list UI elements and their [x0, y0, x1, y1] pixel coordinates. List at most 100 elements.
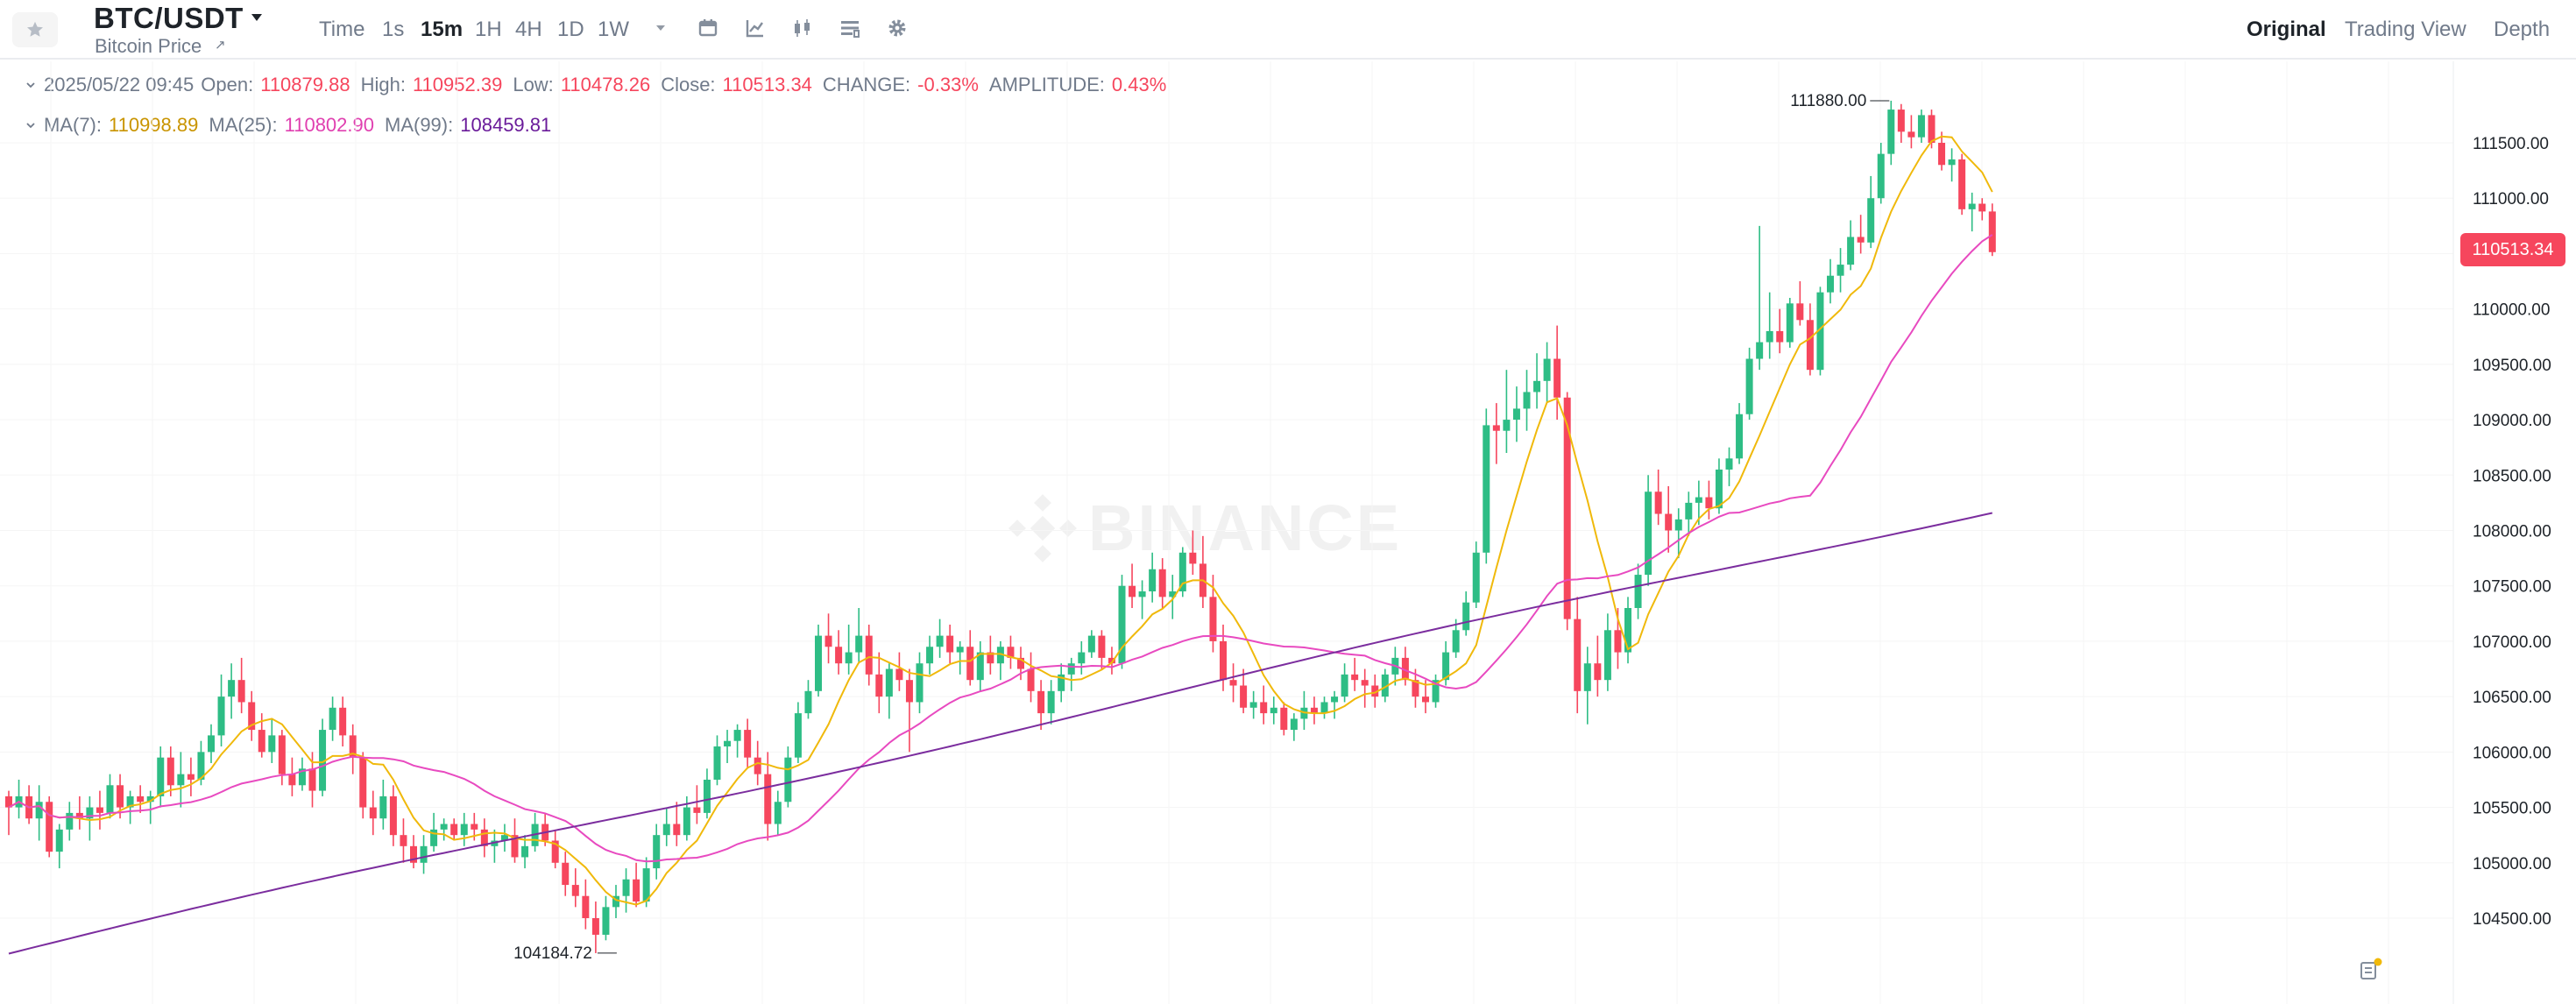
price-axis-tick: 107000.00 — [2473, 633, 2551, 652]
high-label: High: — [360, 74, 406, 95]
collapse-chevron-icon[interactable] — [25, 119, 37, 131]
candle-up — [804, 690, 812, 714]
candle-up — [1867, 198, 1875, 243]
candle-up — [1503, 420, 1511, 431]
collapse-chevron-icon[interactable] — [25, 79, 37, 91]
low-label: Low: — [513, 74, 554, 95]
candle-up — [1087, 635, 1095, 653]
candle-up — [55, 829, 63, 852]
candle-down — [1098, 635, 1106, 658]
candle-down — [237, 680, 245, 703]
candle-down — [359, 757, 367, 808]
candle-up — [86, 807, 94, 819]
candle-down — [905, 680, 913, 703]
candle-up — [1138, 591, 1146, 597]
view-tab-original[interactable]: Original — [2247, 18, 2326, 41]
timeframe-1s[interactable]: 1s — [382, 18, 405, 41]
last-price-tag: 110513.34 — [2460, 233, 2565, 266]
favorite-star-button[interactable] — [12, 12, 58, 47]
candle-type-icon[interactable] — [790, 16, 815, 40]
candle-down — [582, 895, 590, 918]
candle-up — [1583, 663, 1591, 691]
candle-down — [308, 768, 316, 791]
price-axis-tick: 108500.00 — [2473, 467, 2551, 485]
indicators-icon[interactable] — [743, 16, 768, 40]
candle-up — [815, 635, 822, 691]
layout-icon[interactable] — [838, 16, 862, 40]
candle-up — [784, 757, 792, 802]
ma25-label: MA(25): — [209, 114, 278, 136]
ma7-line — [8, 135, 1993, 906]
change-label: CHANGE: — [822, 74, 911, 95]
calendar-icon[interactable] — [696, 16, 720, 40]
candle-up — [500, 835, 508, 841]
candle-up — [1118, 585, 1126, 664]
candle-down — [754, 757, 761, 774]
candle-down — [1209, 597, 1217, 641]
timeframe-1w[interactable]: 1W — [598, 18, 629, 41]
candle-up — [1695, 497, 1702, 503]
candle-up — [35, 802, 43, 819]
chart-notes-icon[interactable] — [2357, 957, 2383, 983]
candle-up — [1836, 265, 1844, 276]
candle-down — [96, 807, 103, 813]
pair-dropdown-caret-icon[interactable] — [248, 11, 265, 25]
candle-down — [835, 647, 843, 664]
price-axis-tick: 109500.00 — [2473, 357, 2551, 375]
candle-down — [187, 774, 195, 780]
candle-up — [1543, 358, 1551, 381]
view-tab-trading-view[interactable]: Trading View — [2345, 18, 2466, 41]
candle-up — [1917, 115, 1925, 138]
candle-up — [653, 835, 661, 869]
candle-up — [1331, 696, 1339, 703]
candle-down — [1220, 640, 1227, 681]
open-value: 110879.88 — [260, 74, 350, 95]
candle-up — [713, 746, 721, 780]
candle-down — [137, 795, 145, 802]
candle-up — [1249, 702, 1257, 708]
price-axis-tick: 109000.00 — [2473, 412, 2551, 430]
candlestick-chart[interactable]: 111500.00111000.00110500.00110000.001095… — [0, 61, 2576, 1004]
candle-down — [1412, 680, 1419, 697]
candle-time: 2025/05/22 09:45 — [44, 74, 195, 95]
candle-up — [845, 652, 853, 664]
candle-down — [987, 652, 994, 664]
price-axis-tick: 104500.00 — [2473, 910, 2551, 929]
candle-up — [1178, 552, 1186, 592]
candle-up — [1290, 718, 1298, 731]
candle-up — [1483, 425, 1490, 553]
high-marker-label: 111880.00 — [1790, 92, 1866, 110]
candle-up — [1058, 674, 1065, 691]
candle-up — [612, 895, 619, 908]
pair-subtitle-link[interactable]: Bitcoin Price — [95, 35, 202, 57]
candle-down — [744, 730, 752, 758]
view-tab-depth[interactable]: Depth — [2494, 18, 2551, 41]
settings-icon[interactable] — [885, 16, 909, 40]
candle-up — [1645, 491, 1652, 576]
candle-down — [166, 757, 174, 786]
timeframe-time[interactable]: Time — [319, 18, 365, 41]
candle-up — [521, 845, 529, 858]
candle-down — [1776, 330, 1784, 343]
chart-annotations: 111880.00 104184.72 — [513, 92, 1890, 963]
candle-up — [956, 647, 964, 653]
candle-up — [329, 707, 336, 731]
pair-symbol[interactable]: BTC/USDT — [94, 2, 244, 34]
candle-down — [1229, 680, 1237, 686]
candle-down — [693, 807, 701, 813]
candle-up — [268, 735, 276, 753]
timeframe-15m[interactable]: 15m — [421, 18, 464, 41]
candle-up — [1736, 414, 1744, 459]
candle-up — [1432, 680, 1440, 703]
timeframe-1h[interactable]: 1H — [475, 18, 502, 41]
candle-down — [673, 824, 681, 836]
more-timeframes-chevron-icon[interactable] — [648, 16, 673, 40]
timeframe-1d[interactable]: 1D — [557, 18, 584, 41]
candle-down — [764, 774, 772, 824]
candle-down — [349, 735, 357, 758]
timeframe-4h[interactable]: 4H — [515, 18, 542, 41]
candle-up — [177, 774, 185, 786]
price-axis-tick: 111000.00 — [2473, 190, 2549, 209]
candle-up — [916, 663, 924, 703]
candle-up — [1533, 380, 1541, 392]
